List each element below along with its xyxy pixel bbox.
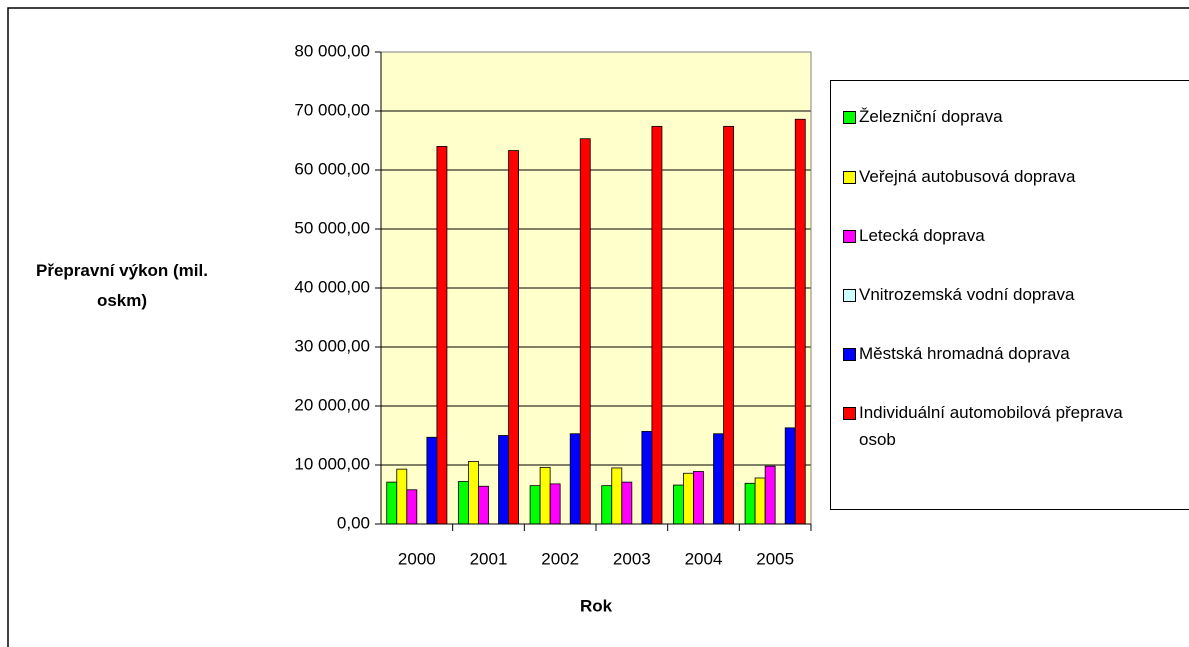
legend-swatch (843, 230, 856, 243)
y-tick-label: 70 000,00 (294, 100, 370, 119)
legend-label: Železniční doprava (859, 107, 1003, 126)
bar (478, 485, 489, 525)
bar (641, 430, 653, 525)
bar (569, 433, 581, 525)
bar (601, 485, 613, 525)
bar (651, 125, 663, 525)
legend-label: Městská hromadná doprava (859, 344, 1070, 363)
y-tick-label: 20 000,00 (294, 395, 370, 414)
legend-item: Letecká doprava (843, 222, 1189, 249)
bar (539, 466, 551, 525)
bar (436, 145, 448, 525)
legend-item: Individuální automobilová přeprava osob (843, 399, 1159, 453)
bar (723, 125, 734, 525)
bar (693, 471, 704, 525)
bar (426, 436, 438, 525)
legend-label: Letecká doprava (859, 226, 985, 245)
bar (621, 481, 633, 525)
legend-swatch (843, 348, 856, 361)
bar (683, 472, 694, 525)
y-tick-label: 10 000,00 (294, 454, 370, 473)
bar (498, 435, 509, 525)
legend-item: Vnitrozemská vodní doprava (843, 281, 1189, 308)
legend-item: Železniční doprava (843, 103, 1189, 130)
legend-label: Individuální automobilová přeprava osob (859, 403, 1123, 449)
bar (611, 467, 623, 525)
x-axis-label: Rok (580, 596, 613, 615)
y-tick-label: 40 000,00 (294, 277, 370, 296)
legend-swatch (843, 289, 856, 302)
bar (764, 465, 776, 525)
bar (529, 485, 541, 525)
legend-item: Veřejná autobusová doprava (843, 163, 1189, 190)
x-tick-label: 2003 (613, 549, 651, 568)
y-tick-label: 80 000,00 (294, 41, 370, 60)
legend: Železniční doprava Veřejná autobusová dop… (830, 80, 1189, 510)
bar (794, 118, 806, 525)
y-tick-label: 50 000,00 (294, 218, 370, 237)
legend-label: Vnitrozemská vodní doprava (859, 285, 1075, 304)
bar (468, 461, 479, 525)
bar (673, 484, 684, 525)
bar (386, 481, 398, 525)
bar (754, 477, 766, 525)
x-tick-label: 2002 (541, 549, 579, 568)
legend-swatch (843, 171, 856, 184)
legend-label: Veřejná autobusová doprava (859, 167, 1076, 186)
legend-item: Městská hromadná doprava (843, 340, 1189, 367)
bar (508, 150, 520, 525)
bar (744, 482, 756, 525)
legend-swatch (843, 407, 856, 420)
bar (457, 481, 469, 525)
bar (396, 468, 408, 525)
bar (579, 138, 591, 525)
legend-swatch (843, 111, 856, 124)
y-axis-label: Přepravní výkon (mil. oskm) (36, 261, 208, 310)
x-tick-label: 2004 (685, 549, 723, 568)
chart-border (7, 7, 1189, 647)
bar (549, 483, 561, 525)
x-tick-label: 2001 (470, 549, 508, 568)
y-tick-label: 30 000,00 (294, 336, 370, 355)
bar (406, 489, 418, 525)
bar (713, 433, 724, 525)
y-tick-label: 0,00 (337, 513, 370, 532)
y-tick-label: 60 000,00 (294, 159, 370, 178)
bar (784, 427, 796, 525)
x-tick-label: 2000 (398, 549, 436, 568)
x-tick-label: 2005 (756, 549, 794, 568)
